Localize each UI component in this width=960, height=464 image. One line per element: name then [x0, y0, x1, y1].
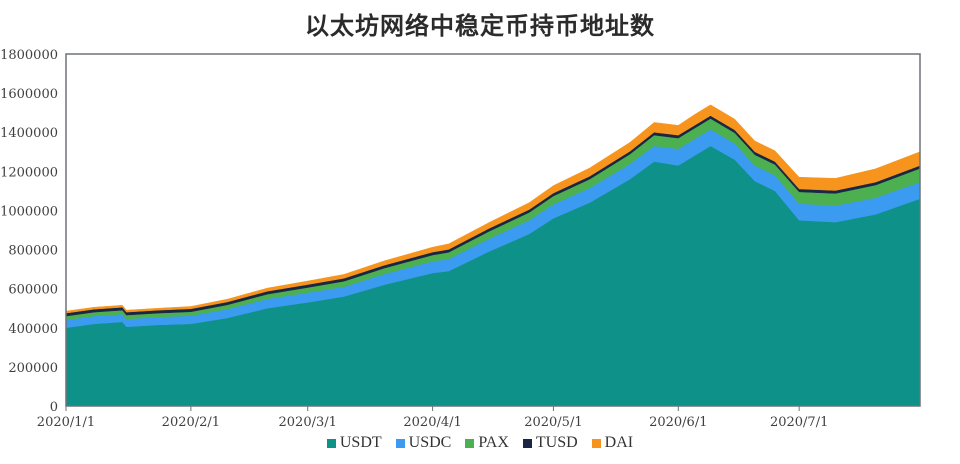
legend-item-pax: PAX — [465, 434, 509, 452]
y-tick-label: 1800000 — [0, 48, 58, 63]
legend-label-pax: PAX — [478, 434, 509, 451]
legend-swatch-usdc — [395, 438, 405, 448]
legend-item-tusd: TUSD — [522, 434, 578, 452]
y-tick-label: 600000 — [8, 283, 58, 298]
x-tick-label: 2020/5/1 — [524, 415, 582, 430]
y-tick-label: 1600000 — [0, 87, 58, 102]
legend-swatch-tusd — [522, 438, 532, 448]
legend-item-usdc: USDC — [395, 434, 452, 452]
chart-title: 以太坊网络中稳定币持币地址数 — [305, 11, 655, 40]
x-tick-label: 2020/6/1 — [649, 415, 707, 430]
y-tick-label: 800000 — [8, 244, 58, 259]
legend-label-usdc: USDC — [408, 434, 452, 451]
y-axis: 0 200000 400000 600000 800000 1000000 1200000 1… — [0, 48, 58, 415]
x-tick-label: 2020/1/1 — [37, 415, 95, 430]
legend: USDT USDC PAX TUSD DAI — [0, 434, 960, 452]
legend-label-dai: DAI — [604, 434, 634, 451]
legend-label-tusd: TUSD — [535, 434, 578, 451]
legend-swatch-usdt — [326, 438, 336, 448]
x-tick-label: 2020/4/1 — [403, 415, 461, 430]
legend-label-usdt: USDT — [339, 434, 382, 451]
y-tick-label: 400000 — [8, 322, 58, 337]
legend-swatch-dai — [591, 438, 601, 448]
legend-item-dai: DAI — [591, 434, 634, 452]
x-axis: 2020/1/1 2020/2/1 2020/3/1 2020/4/1 2020/5/1… — [37, 406, 828, 430]
y-tick-label: 1000000 — [0, 204, 58, 219]
x-tick-label: 2020/2/1 — [162, 415, 220, 430]
legend-swatch-pax — [465, 438, 475, 448]
plot-areas — [65, 104, 921, 407]
plot-border — [65, 53, 921, 407]
x-tick-label: 2020/7/1 — [770, 415, 828, 430]
plot-frame — [65, 53, 921, 407]
y-tick-label: 200000 — [8, 361, 58, 376]
x-tick-label: 2020/3/1 — [279, 415, 337, 430]
y-tick-label: 0 — [50, 400, 58, 415]
legend-item-usdt: USDT — [326, 434, 382, 452]
y-tick-label: 1200000 — [0, 165, 58, 180]
y-tick-label: 1400000 — [0, 126, 58, 141]
